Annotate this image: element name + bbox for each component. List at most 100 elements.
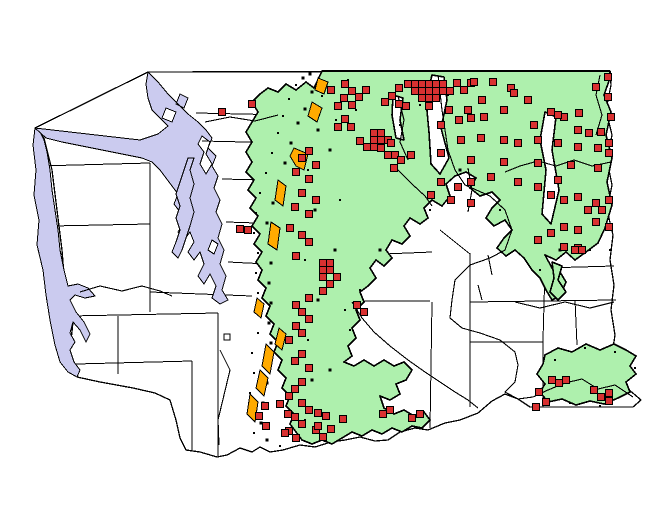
survey-point-marker [439,80,447,88]
terrain-speck [554,359,556,361]
rivers-shape [487,254,493,276]
survey-point-marker [460,86,468,94]
survey-point-marker [575,109,583,117]
terrain-speck [313,208,317,212]
survey-point-marker [236,225,244,233]
terrain-speck [333,248,337,252]
terrain-speck [277,132,279,134]
counties-shape [149,291,253,297]
survey-point-marker [355,93,363,101]
survey-point-marker [574,143,582,151]
survey-point-marker [547,191,555,199]
rivers-shape [204,114,279,123]
terrain-speck [269,261,273,265]
survey-point-marker [291,203,299,211]
survey-point-marker [467,199,475,207]
survey-point-marker [605,149,613,157]
survey-point-marker [305,364,313,372]
survey-point-marker [319,273,327,281]
survey-point-marker [397,156,405,164]
survey-point-marker [291,385,299,393]
terrain-speck [267,321,271,325]
survey-point-marker [500,158,508,166]
terrain-speck [269,341,273,345]
terrain-speck [265,438,269,442]
water-layer [32,71,229,378]
survey-point-marker [312,196,320,204]
survey-point-marker [284,410,292,418]
survey-point-marker [514,139,522,147]
survey-point-marker [298,154,306,162]
highlight-shape [274,327,287,351]
survey-point-marker [594,144,602,152]
survey-point-marker [340,94,348,102]
survey-point-marker [292,434,300,442]
survey-point-marker [384,151,392,159]
survey-point-marker [305,315,313,323]
highlight-shape [255,369,269,397]
survey-point-marker [548,376,556,384]
survey-point-marker [470,78,478,86]
terrain-speck [539,269,541,271]
highlight-layer [246,77,329,423]
terrain-speck [271,201,275,205]
survey-point-marker [605,223,613,231]
survey-point-marker [425,87,433,95]
rivers-shape [514,301,615,309]
survey-point-marker [218,108,226,116]
survey-point-marker [276,400,284,408]
survey-point-marker [437,149,445,157]
survey-point-marker [298,399,306,407]
survey-point-marker [592,199,600,207]
survey-point-marker [597,393,605,401]
terrain-speck [253,232,255,234]
survey-point-marker [305,147,313,155]
survey-point-marker [425,94,433,102]
terrain-speck [584,347,586,349]
survey-point-marker [607,113,615,121]
rivers-shape [217,349,231,446]
counties-shape [469,299,617,303]
survey-point-marker [560,196,568,204]
survey-point-marker [292,301,300,309]
survey-point-marker [339,415,347,423]
survey-point-marker [467,178,475,186]
survey-point-marker [347,123,355,131]
survey-point-marker [554,139,562,147]
terrain-speck [349,329,351,331]
survey-point-marker [370,136,378,144]
counties-shape [69,312,219,317]
counties-shape [37,162,151,167]
terrain-speck [328,368,332,372]
survey-point-marker [285,392,293,400]
survey-point-marker [535,388,543,396]
terrain-speck [399,124,401,126]
survey-point-marker [314,422,322,430]
survey-point-marker [510,89,518,97]
terrain-speck [307,169,309,171]
survey-point-marker [223,333,231,341]
survey-point-marker [370,129,378,137]
terrain-speck [344,309,346,311]
terrain-speck [307,339,309,341]
survey-point-marker [248,100,256,108]
survey-point-marker [418,80,426,88]
counties-shape [51,223,151,227]
survey-point-marker [334,102,342,110]
rivers-shape [79,285,173,297]
terrain-speck [429,209,431,211]
terrain-speck [303,107,307,111]
survey-point-marker [334,123,342,131]
terrain-speck [634,367,636,369]
survey-point-marker [327,425,335,433]
survey-point-marker [377,136,385,144]
terrain-speck [265,172,267,174]
survey-point-marker [542,398,550,406]
survey-point-marker [584,206,592,214]
survey-point-marker [286,224,294,232]
survey-point-marker [530,121,538,129]
survey-point-marker [446,87,454,95]
water-shape [34,71,229,305]
terrain-speck [271,152,273,154]
